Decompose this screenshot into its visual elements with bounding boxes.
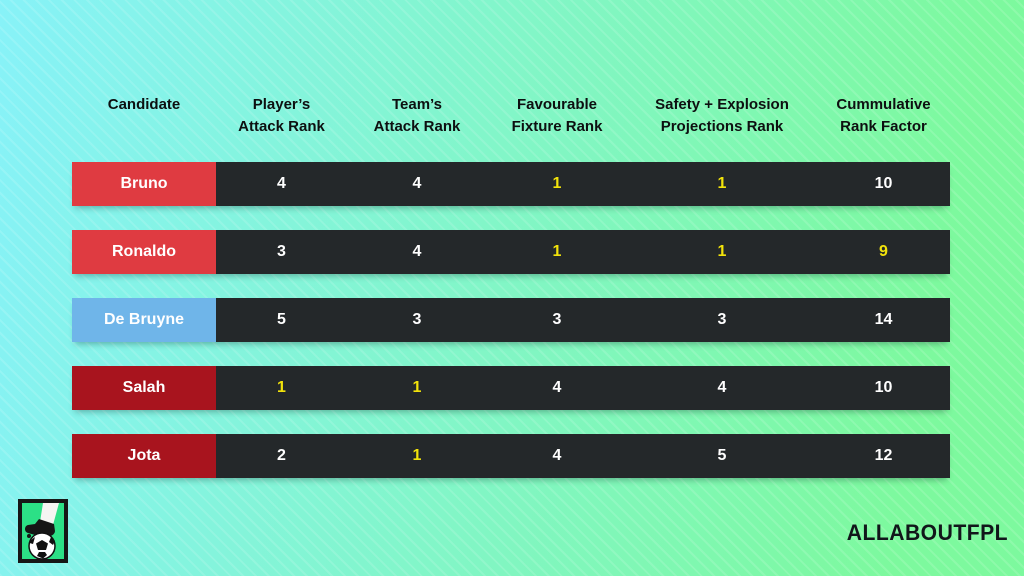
rank-cell: 10: [817, 162, 950, 206]
header-team-attack: Team’s Attack Rank: [373, 96, 461, 135]
header-cumulative: Cummulative Rank Factor: [836, 96, 931, 135]
rank-cell: 1: [347, 366, 487, 410]
table-body: Bruno 4 4 1 1 10 Ronaldo 3 4 1 1 9 De Br…: [72, 162, 950, 502]
header-player-attack: Player’s Attack Rank: [238, 96, 325, 135]
brand-wordmark: ALLABOUTFPL: [846, 520, 1008, 545]
rank-cell: 12: [817, 434, 950, 478]
table-row-bruno: Bruno 4 4 1 1 10: [72, 162, 950, 206]
table-row-jota: Jota 2 1 4 5 12: [72, 434, 950, 478]
rank-cell: 1: [627, 230, 817, 274]
rank-cell: 1: [487, 162, 627, 206]
rank-cell: 4: [487, 366, 627, 410]
rank-cell: 3: [347, 298, 487, 342]
header-fixture: Favourable Fixture Rank: [511, 96, 603, 135]
table-row-ronaldo: Ronaldo 3 4 1 1 9: [72, 230, 950, 274]
rank-cell: 4: [347, 230, 487, 274]
rank-cell: 10: [817, 366, 950, 410]
rank-cell: 9: [817, 230, 950, 274]
rank-cell: 4: [347, 162, 487, 206]
rank-cell: 3: [627, 298, 817, 342]
header-safety-explosion: Safety + Explosion Projections Rank: [655, 96, 789, 135]
rank-cell: 4: [627, 366, 817, 410]
rank-cell: 5: [216, 298, 347, 342]
candidate-label: Jota: [72, 434, 216, 478]
table-header-row: Candidate Player’s Attack Rank Team’s At…: [72, 94, 950, 138]
candidate-label: Ronaldo: [72, 230, 216, 274]
rank-cell: 3: [216, 230, 347, 274]
candidate-label: Bruno: [72, 162, 216, 206]
rank-cell: 4: [216, 162, 347, 206]
rank-cell: 1: [347, 434, 487, 478]
table-row-debruyne: De Bruyne 5 3 3 3 14: [72, 298, 950, 342]
rank-cell: 2: [216, 434, 347, 478]
rank-cell: 1: [487, 230, 627, 274]
candidate-label: De Bruyne: [72, 298, 216, 342]
table-row-salah: Salah 1 1 4 4 10: [72, 366, 950, 410]
rank-cell: 3: [487, 298, 627, 342]
candidate-label: Salah: [72, 366, 216, 410]
boot-and-football-icon: [18, 499, 68, 563]
rank-cell: 14: [817, 298, 950, 342]
rank-cell: 1: [216, 366, 347, 410]
rank-cell: 1: [627, 162, 817, 206]
rank-cell: 5: [627, 434, 817, 478]
rank-cell: 4: [487, 434, 627, 478]
header-candidate: Candidate: [107, 96, 181, 113]
